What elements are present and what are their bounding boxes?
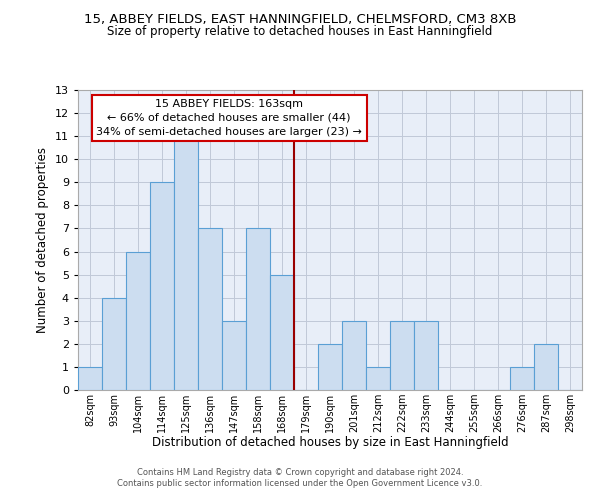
Bar [150, 182, 174, 390]
Text: Size of property relative to detached houses in East Hanningfield: Size of property relative to detached ho… [107, 25, 493, 38]
Bar [270, 274, 294, 390]
Bar [126, 252, 150, 390]
Bar [342, 321, 366, 390]
Bar [366, 367, 390, 390]
Text: 15, ABBEY FIELDS, EAST HANNINGFIELD, CHELMSFORD, CM3 8XB: 15, ABBEY FIELDS, EAST HANNINGFIELD, CHE… [84, 12, 516, 26]
Bar [510, 367, 534, 390]
Bar [246, 228, 270, 390]
Text: Distribution of detached houses by size in East Hanningfield: Distribution of detached houses by size … [152, 436, 508, 449]
Bar [390, 321, 414, 390]
Bar [318, 344, 342, 390]
Text: 15 ABBEY FIELDS: 163sqm
← 66% of detached houses are smaller (44)
34% of semi-de: 15 ABBEY FIELDS: 163sqm ← 66% of detache… [96, 99, 362, 137]
Bar [174, 136, 198, 390]
Text: Contains public sector information licensed under the Open Government Licence v3: Contains public sector information licen… [118, 480, 482, 488]
Bar [534, 344, 558, 390]
Text: Contains HM Land Registry data © Crown copyright and database right 2024.: Contains HM Land Registry data © Crown c… [137, 468, 463, 477]
Bar [198, 228, 222, 390]
Bar [102, 298, 126, 390]
Bar [222, 321, 246, 390]
Bar [414, 321, 438, 390]
Bar [78, 367, 102, 390]
Y-axis label: Number of detached properties: Number of detached properties [36, 147, 49, 333]
